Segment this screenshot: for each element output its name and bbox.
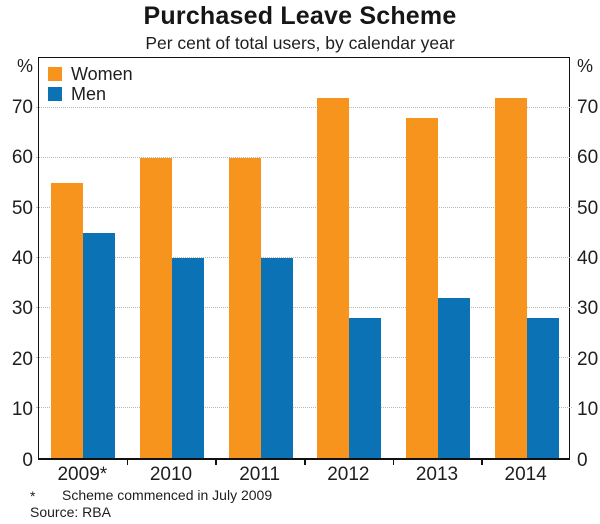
- legend: Women Men: [48, 64, 133, 104]
- bar-men-2014: [526, 318, 559, 458]
- x-axis-tick: [304, 459, 306, 465]
- plot-area: Women Men: [36, 57, 572, 460]
- y-axis-label-left-70: 70: [11, 96, 33, 118]
- legend-swatch-icon: [48, 87, 62, 101]
- y-axis-label-right-40: 40: [577, 248, 599, 269]
- chart-title: Purchased Leave Scheme: [143, 2, 457, 30]
- x-axis-label-2009: 2009*: [57, 464, 108, 485]
- gridline-10: [36, 407, 572, 408]
- y-axis-label-left-10: 10: [11, 399, 33, 421]
- y-axis-left: % 0 10 20 30 40 50 60 70: [0, 56, 33, 471]
- bar-women-2011: [228, 158, 261, 458]
- footnote-marker: *: [30, 488, 36, 504]
- legend-swatch-icon: [48, 67, 62, 81]
- bar-men-2011: [260, 258, 293, 458]
- chart-subtitle: Per cent of total users, by calendar yea…: [145, 33, 455, 53]
- y-axis-label-left-50: 50: [11, 197, 33, 219]
- y-axis-label-right-0: 0: [577, 449, 588, 471]
- bar-men-2009: [83, 233, 116, 458]
- x-axis-label-2010: 2010: [149, 464, 193, 485]
- y-axis-unit-left: %: [16, 56, 33, 76]
- y-axis-label-right-30: 30: [577, 298, 599, 320]
- bar-men-2013: [438, 298, 470, 458]
- gridline-40: [36, 257, 572, 258]
- x-axis-label-2012: 2012: [327, 464, 370, 485]
- y-axis-label-left-60: 60: [11, 147, 33, 169]
- bar-women-2013: [406, 118, 438, 458]
- y-axis-label-left-30: 30: [11, 298, 33, 320]
- bar-women-2009: [51, 183, 84, 458]
- y-axis-label-right-20: 20: [577, 348, 599, 370]
- footnote-text: Scheme commenced in July 2009: [62, 487, 273, 503]
- gridline-50: [36, 207, 572, 208]
- bar-men-2012: [349, 318, 382, 458]
- bar-men-2010: [172, 258, 204, 458]
- y-axis-label-right-70: 70: [577, 96, 599, 118]
- gridline-20: [36, 357, 572, 358]
- y-axis-label-right-10: 10: [577, 399, 599, 421]
- bar-women-2014: [494, 98, 527, 458]
- legend-item-women: Women: [48, 64, 133, 84]
- gridline-30: [36, 307, 572, 308]
- gridline-70: [36, 107, 572, 108]
- y-axis-right: % 0 10 20 30 40 50 60 70: [577, 56, 600, 471]
- x-axis-tick: [481, 459, 483, 465]
- x-axis-tick: [215, 459, 217, 465]
- bar-women-2012: [317, 98, 350, 458]
- legend-item-men: Men: [48, 84, 133, 104]
- y-axis-label-right-50: 50: [577, 197, 599, 219]
- bar-women-2010: [140, 158, 172, 458]
- x-axis-labels: 2009* 2010 2011 2012 2013 2014: [38, 464, 570, 486]
- x-axis-label-2011: 2011: [239, 464, 281, 485]
- x-axis-label-2014: 2014: [504, 464, 547, 485]
- x-axis-tick: [392, 459, 395, 465]
- x-axis-tick: [126, 459, 129, 465]
- y-axis-label-left-40: 40: [11, 248, 33, 269]
- legend-label: Men: [71, 83, 107, 104]
- y-axis-unit-right: %: [577, 56, 594, 76]
- gridline-60: [36, 157, 572, 158]
- source-line: Source: RBA: [30, 504, 111, 520]
- y-axis-label-right-60: 60: [577, 147, 599, 169]
- y-axis-label-left-20: 20: [11, 348, 33, 370]
- y-axis-label-left-0: 0: [22, 449, 33, 471]
- x-axis-label-2013: 2013: [415, 464, 459, 485]
- legend-label: Women: [71, 63, 133, 84]
